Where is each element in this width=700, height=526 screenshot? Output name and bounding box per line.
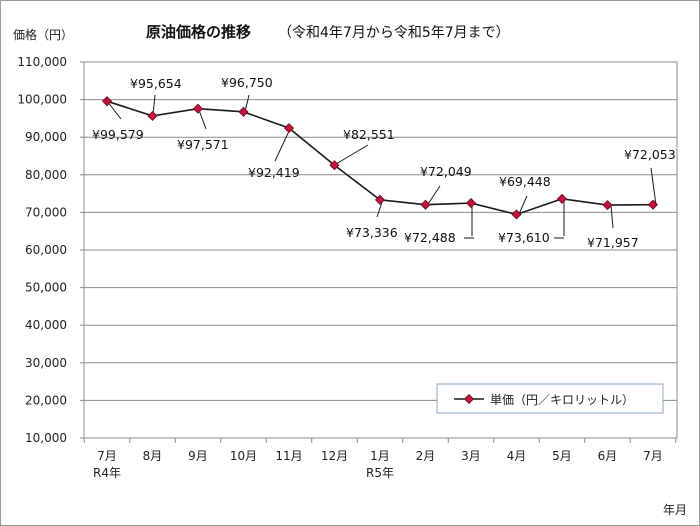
x-tick-label: 8月 xyxy=(143,449,163,463)
data-label: ¥95,654 xyxy=(130,76,182,91)
data-point xyxy=(329,160,340,171)
data-label-leader xyxy=(152,94,156,116)
x-axis-label: 年月 xyxy=(663,503,687,517)
y-tick-label: 80,000 xyxy=(25,168,67,182)
data-label: ¥82,551 xyxy=(343,127,395,142)
x-tick-label: 1月 xyxy=(370,449,390,463)
data-label-leader xyxy=(518,195,528,215)
data-label: ¥99,579 xyxy=(92,127,144,142)
x-tick-label: 3月 xyxy=(461,449,481,463)
x-tick-label: 2月 xyxy=(416,449,436,463)
x-year-label: R5年 xyxy=(366,466,394,480)
data-label-leader xyxy=(274,128,291,162)
y-tick-label: 110,000 xyxy=(17,55,67,69)
data-label: ¥73,336 xyxy=(346,225,398,240)
x-tick-label: 7月 xyxy=(97,449,117,463)
chart-title: 原油価格の推移 xyxy=(146,23,251,41)
data-label-leader xyxy=(335,144,369,165)
x-tick-label: 12月 xyxy=(321,449,348,463)
data-label-leader xyxy=(198,109,207,130)
y-tick-label: 100,000 xyxy=(17,93,67,107)
data-label-leader xyxy=(610,204,614,229)
x-tick-label: 6月 xyxy=(598,449,618,463)
x-tick-label: 9月 xyxy=(188,449,208,463)
data-point xyxy=(602,199,613,211)
data-label: ¥69,448 xyxy=(499,174,551,189)
data-label: ¥92,419 xyxy=(248,165,300,180)
legend-marker xyxy=(463,393,475,405)
data-point xyxy=(238,106,249,117)
data-label-leader xyxy=(650,167,657,206)
y-tick-label: 90,000 xyxy=(25,130,67,144)
y-tick-label: 50,000 xyxy=(25,281,67,295)
data-label: ¥73,610 xyxy=(498,230,550,245)
data-point xyxy=(420,199,431,210)
y-axis-label: 価格（円） xyxy=(13,27,73,42)
data-label: ¥72,488 xyxy=(404,230,456,245)
x-tick-label: 4月 xyxy=(507,449,527,463)
data-label-leader xyxy=(106,100,122,120)
y-tick-label: 70,000 xyxy=(25,205,67,219)
data-label: ¥97,571 xyxy=(177,137,229,152)
data-point xyxy=(192,103,204,114)
data-point xyxy=(647,199,659,210)
data-point xyxy=(556,193,568,204)
data-point xyxy=(101,96,113,107)
y-tick-label: 30,000 xyxy=(25,356,67,370)
data-label: ¥71,957 xyxy=(587,235,639,250)
y-tick-label: 20,000 xyxy=(25,393,67,407)
y-tick-label: 60,000 xyxy=(25,243,67,257)
data-point xyxy=(283,123,295,134)
data-point xyxy=(147,110,158,122)
y-tick-label: 10,000 xyxy=(25,431,67,445)
data-label: ¥72,053 xyxy=(624,147,676,162)
data-label-leader xyxy=(427,185,441,205)
x-tick-label: 11月 xyxy=(275,449,302,463)
x-tick-label: 5月 xyxy=(552,449,572,463)
x-year-label: R4年 xyxy=(93,466,121,480)
plot-area: 10,000 20,000 30,000 40,000 50,000 60,000 70,0… xyxy=(17,55,678,480)
x-tick-label: 10月 xyxy=(230,449,257,463)
data-label: ¥72,049 xyxy=(420,164,472,179)
chart-subtitle: （令和4年7月から令和5年7月まで） xyxy=(278,25,510,41)
y-tick-label: 40,000 xyxy=(25,318,67,332)
legend-label: 単価（円／キロリットル） xyxy=(490,393,634,407)
data-point xyxy=(511,209,522,220)
x-tick-label: 7月 xyxy=(643,449,663,463)
data-point xyxy=(374,194,386,205)
data-point xyxy=(465,197,477,209)
data-label: ¥96,750 xyxy=(221,75,273,90)
